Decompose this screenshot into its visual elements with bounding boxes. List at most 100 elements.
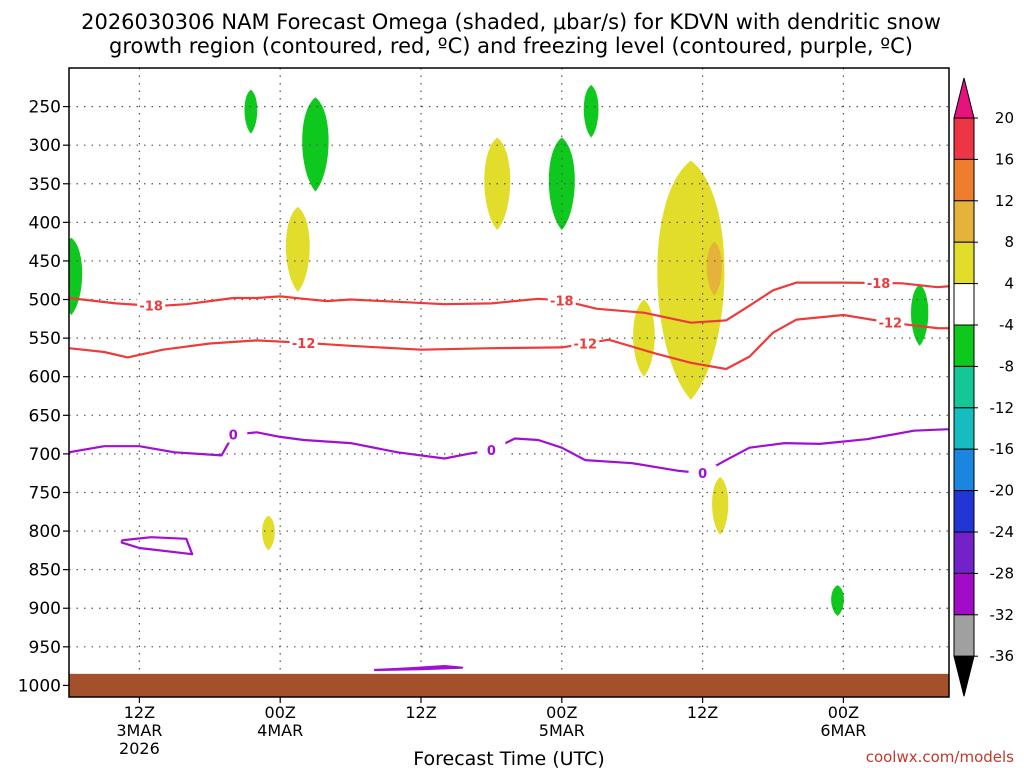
- omega-region-0: [244, 89, 258, 134]
- colorbar-swatch: [953, 572, 975, 616]
- y-tick-label: 650: [29, 406, 61, 426]
- contour-line-3: [120, 536, 194, 556]
- colorbar-tick-label: 8: [1004, 233, 1014, 251]
- contour-label-bg: [876, 314, 905, 331]
- omega-region-10: [633, 299, 655, 377]
- y-tick-label: 900: [29, 599, 61, 619]
- y-tick-label: 500: [29, 291, 61, 311]
- omega-region-3: [583, 84, 599, 138]
- omega-region-2: [548, 137, 575, 231]
- omega-region-8: [285, 206, 310, 292]
- x-tick-label: 12Z: [124, 703, 155, 722]
- omega-region-13: [706, 241, 722, 296]
- x-tick-label: 12Z: [405, 703, 436, 722]
- colorbar-swatch: [953, 531, 975, 574]
- colorbar-swatch: [953, 614, 975, 657]
- colorbar-tick-label: -16: [990, 440, 1015, 458]
- colorbar-tick-label: -8: [999, 357, 1014, 375]
- y-tick-label: 1000: [18, 676, 61, 696]
- colorbar-tick-label: 16: [995, 150, 1014, 168]
- contour-label: 0: [229, 429, 238, 444]
- omega-region-11: [712, 477, 729, 535]
- omega-region-12: [262, 515, 275, 551]
- y-tick-label: 550: [29, 329, 61, 349]
- omega-shading-layer: [69, 84, 929, 616]
- colorbar-tick-label: -28: [990, 564, 1015, 582]
- contour-label: 0: [487, 444, 496, 459]
- x-tick-label: 00Z: [546, 703, 577, 722]
- y-tick-label: 250: [29, 98, 61, 118]
- x-tick-label: 00Z: [265, 703, 296, 722]
- contour-label-bg: [571, 335, 600, 352]
- contour-label-bg: [477, 442, 506, 459]
- colorbar-bottom-arrow: [953, 655, 975, 697]
- y-tick-label: 300: [29, 136, 61, 156]
- contour-label-bg: [219, 426, 248, 443]
- contour-layer: -18 -18 -18 -12 -12 -12 0 0 0: [69, 275, 949, 672]
- y-tick-label: 400: [29, 213, 61, 233]
- y-tick-label: 350: [29, 175, 61, 195]
- colorbar-swatch: [953, 158, 975, 202]
- colorbar-swatch: [953, 365, 975, 409]
- plot-area: -18 -18 -18 -12 -12 -12 0 0 0: [69, 68, 949, 697]
- colorbar-tick-label: 12: [995, 192, 1014, 210]
- colorbar-swatch: [953, 241, 975, 285]
- x-tick-label: 6MAR: [820, 721, 866, 740]
- omega-region-1: [302, 97, 329, 192]
- y-tick-label: 950: [29, 638, 61, 658]
- colorbar-tick-label: 20: [995, 109, 1014, 127]
- y-axis-ticks: 250 300 350 400 450 500 550 600 650 700 750 800 850 9…: [18, 98, 69, 696]
- colorbar-tick-label: -12: [990, 399, 1015, 417]
- omega-region-9: [657, 160, 725, 400]
- colorbar-swatch: [953, 490, 975, 533]
- colorbar-swatch: [953, 448, 975, 492]
- colorbar-swatch: [953, 117, 975, 160]
- contour-line-4: [374, 665, 464, 672]
- colorbar-swatch: [953, 283, 975, 326]
- chart-title-line-2: growth region (contoured, red, ºC) and f…: [109, 34, 913, 58]
- chart-title-line-1: 2026030306 NAM Forecast Omega (shaded, μ…: [81, 10, 941, 34]
- credit-text: coolwx.com/models: [866, 748, 1014, 766]
- x-tick-label: 2026: [119, 739, 160, 758]
- colorbar-tick-label: -36: [990, 647, 1015, 665]
- plot-frame: [68, 67, 950, 698]
- contour-label: 0: [698, 467, 707, 482]
- contour-label: -12: [292, 337, 316, 352]
- x-tick-label: 00Z: [828, 703, 859, 722]
- x-tick-label: 12Z: [687, 703, 718, 722]
- colorbar-swatch: [953, 407, 975, 450]
- contour-line-0: [69, 281, 949, 324]
- colorbar-tick-label: -24: [990, 523, 1015, 541]
- contour-label-bg: [688, 465, 717, 482]
- colorbar-tick-label: 4: [1004, 275, 1014, 293]
- colorbar-tick-label: -32: [990, 606, 1015, 624]
- contour-label: -18: [139, 299, 163, 314]
- contour-label: -18: [867, 277, 891, 292]
- y-tick-label: 450: [29, 252, 61, 272]
- contour-label: -18: [550, 294, 574, 309]
- x-tick-label: 3MAR: [116, 721, 162, 740]
- omega-region-6: [69, 237, 83, 315]
- colorbar-top-arrow: [953, 77, 975, 119]
- y-tick-label: 800: [29, 522, 61, 542]
- colorbar-tick-label: -20: [990, 482, 1015, 500]
- contour-label-bg: [289, 334, 318, 351]
- y-tick-label: 750: [29, 483, 61, 503]
- x-tick-label: 5MAR: [539, 721, 585, 740]
- contour-label: -12: [879, 317, 903, 332]
- contour-label-bg: [547, 292, 576, 309]
- colorbar-swatch: [953, 324, 975, 367]
- y-tick-label: 600: [29, 368, 61, 388]
- contour-label: -12: [574, 338, 598, 353]
- colorbar-swatch: [953, 200, 975, 243]
- ground-layer: [69, 673, 949, 697]
- colorbar-tick-label: -4: [999, 316, 1014, 334]
- colorbar-legend: 20 16 12 8 4 -4 -8 -12 -16 -20 -24 -28 -32 -36: [953, 77, 1015, 697]
- y-tick-label: 700: [29, 445, 61, 465]
- contour-label-bg: [137, 297, 166, 314]
- ground-fill: [69, 673, 949, 697]
- x-axis-label: Forecast Time (UTC): [413, 748, 604, 768]
- x-tick-label: 4MAR: [257, 721, 303, 740]
